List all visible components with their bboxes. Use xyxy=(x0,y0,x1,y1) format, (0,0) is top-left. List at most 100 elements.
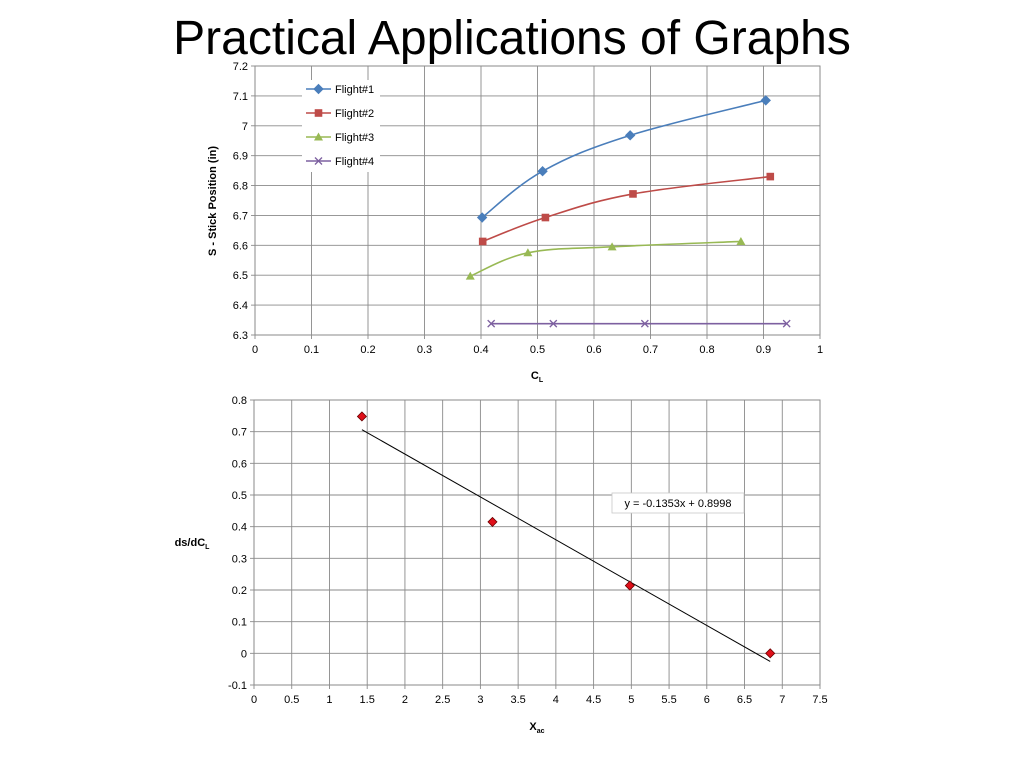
chart1-point-flight2 xyxy=(766,172,775,181)
chart2-xtick-label: 1.5 xyxy=(360,694,375,706)
chart2-ytick-label: 0.8 xyxy=(232,395,247,407)
chart2-xtick-label: 4 xyxy=(553,694,559,706)
chart1-plot-border xyxy=(254,65,821,336)
chart1-ytick-label: 6.9 xyxy=(233,151,248,163)
chart1-ytick-label: 6.7 xyxy=(233,210,248,222)
chart1-xtick-label: 0.7 xyxy=(643,344,658,356)
chart2-trendline xyxy=(361,429,771,662)
chart1-x-axis-title-sub: L xyxy=(539,377,544,384)
chart1-legend-box xyxy=(302,80,380,172)
chart2-y-axis-title-main: ds/dC xyxy=(175,537,206,549)
slide-title: Practical Applications of Graphs xyxy=(173,12,851,65)
chart1-xtick-label: 0.4 xyxy=(473,344,488,356)
chart2-y-axis-title-text: ds/dCL xyxy=(175,537,211,551)
chart1-ytick-label: 7 xyxy=(242,121,248,133)
chart1-y-axis-title: S - Stick Position (in) xyxy=(207,146,219,256)
chart2-ytick-label: 0.5 xyxy=(232,490,247,502)
chart1-series-line-flight2 xyxy=(482,175,771,243)
chart2-data-point xyxy=(765,648,776,659)
chart2-equation-text: y = -0.1353x + 0.8998 xyxy=(624,498,731,510)
chart2-xtick-label: 3.5 xyxy=(510,694,525,706)
chart1-x-axis-title: CL xyxy=(531,370,544,384)
chart1-legend-marker xyxy=(314,157,323,165)
chart1-point-flight1 xyxy=(624,130,636,141)
chart1-point-flight2 xyxy=(478,237,487,246)
chart1-point-flight1 xyxy=(760,95,771,106)
chart1-point-flight4 xyxy=(487,319,496,328)
chart2-x-axis-title-sub: ac xyxy=(537,728,545,735)
chart1-xtick-label: 0.3 xyxy=(417,344,432,356)
chart2-ytick-label: 0.7 xyxy=(232,427,247,439)
chart1-point-flight3 xyxy=(607,242,617,251)
chart1-point-flight1 xyxy=(476,212,488,223)
chart2-y-axis-title-sub: L xyxy=(205,544,210,551)
chart1-ytick-label: 6.4 xyxy=(233,300,248,312)
chart2-plot-border xyxy=(253,399,821,686)
chart2-equation-box xyxy=(611,492,745,514)
chart1-legend-marker xyxy=(314,109,323,117)
chart1-xtick-label: 0 xyxy=(252,344,258,356)
chart1-xtick-label: 1 xyxy=(817,344,823,356)
chart1-xtick-label: 0.8 xyxy=(699,344,714,356)
chart1-point-flight3 xyxy=(465,271,475,280)
chart1-ytick-label: 6.5 xyxy=(233,270,248,282)
chart1-series-line-flight1 xyxy=(481,99,766,219)
chart1-series-line-flight3 xyxy=(469,240,741,277)
chart1-xtick-label: 0.5 xyxy=(530,344,545,356)
chart1-ytick-label: 7.1 xyxy=(233,91,248,103)
chart2-ytick-label: 0.2 xyxy=(232,585,247,597)
chart1-legend-marker xyxy=(314,132,323,141)
chart1-legend-label: Flight#3 xyxy=(335,132,374,144)
chart2-xtick-label: 0.5 xyxy=(284,694,299,706)
chart2-x-axis-title: Xac xyxy=(529,721,544,735)
chart2-ytick-label: 0 xyxy=(241,648,247,660)
chart1-xtick-label: 0.9 xyxy=(756,344,771,356)
chart2-xtick-label: 0 xyxy=(251,694,257,706)
chart2-data-point xyxy=(356,411,367,422)
chart2-ytick-label: 0.4 xyxy=(232,522,247,534)
chart1-ytick-label: 6.3 xyxy=(233,330,248,342)
chart2-y-axis-title: ds/dCL xyxy=(175,537,211,551)
chart1-point-flight3 xyxy=(736,236,746,245)
chart1-point-flight4 xyxy=(549,319,558,328)
chart2-xtick-label: 6 xyxy=(704,694,710,706)
chart1-ytick-label: 6.8 xyxy=(233,181,248,193)
chart2-xtick-label: 3 xyxy=(477,694,483,706)
chart2-x-axis-title-text: Xac xyxy=(529,721,544,735)
chart2-xtick-label: 7.5 xyxy=(812,694,827,706)
chart2-ytick-label: 0.3 xyxy=(232,553,247,565)
chart2-xtick-label: 4.5 xyxy=(586,694,601,706)
chart2-xtick-label: 2 xyxy=(402,694,408,706)
chart2-xtick-label: 7 xyxy=(779,694,785,706)
chart1-x-axis-title-text: CL xyxy=(531,370,544,384)
chart1-point-flight4 xyxy=(782,319,791,328)
chart1-ytick-label: 6.6 xyxy=(233,240,248,252)
chart1-point-flight3 xyxy=(523,248,533,257)
chart2-xtick-label: 2.5 xyxy=(435,694,450,706)
chart1-point-flight1 xyxy=(537,166,548,177)
chart2-trendline-equation: y = -0.1353x + 0.8998 xyxy=(611,492,745,514)
chart2-x-axis-title-main: X xyxy=(529,721,537,733)
chart1-legend-label: Flight#2 xyxy=(335,108,374,120)
chart1-legend-marker xyxy=(313,83,324,95)
chart1-legend: Flight#1 Flight#2 Flight#3 Flight#4 xyxy=(302,80,380,172)
chart2-ytick-label: -0.1 xyxy=(228,680,247,692)
chart2-ytick-label: 0.6 xyxy=(232,458,247,470)
chart1-xtick-label: 0.1 xyxy=(304,344,319,356)
chart1-point-flight2 xyxy=(629,190,637,198)
chart1-ytick-label: 7.2 xyxy=(233,61,248,73)
chart1-x-axis-title-main: C xyxy=(531,370,539,382)
chart1-xtick-label: 0.2 xyxy=(360,344,375,356)
chart1-point-flight2 xyxy=(541,213,550,222)
chart1-xtick-label: 0.6 xyxy=(586,344,601,356)
chart1-legend-label: Flight#4 xyxy=(335,156,374,168)
chart2-data-point xyxy=(487,516,498,527)
chart2-xtick-label: 1 xyxy=(326,694,332,706)
chart2-xtick-label: 6.5 xyxy=(737,694,752,706)
chart1-point-flight4 xyxy=(640,319,649,328)
chart2-xtick-label: 5 xyxy=(628,694,634,706)
chart1-legend-label: Flight#1 xyxy=(335,84,374,96)
chart2-ytick-label: 0.1 xyxy=(232,617,247,629)
chart2-xtick-label: 5.5 xyxy=(661,694,676,706)
